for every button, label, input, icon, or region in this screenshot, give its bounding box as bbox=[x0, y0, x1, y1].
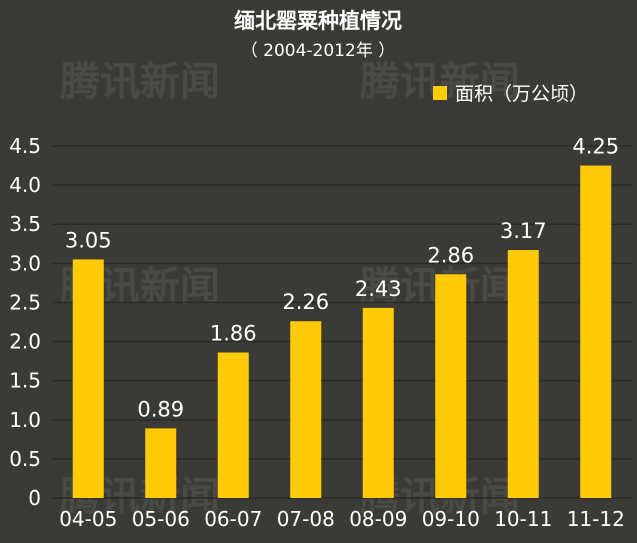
data-label: 0.89 bbox=[137, 397, 184, 421]
bar bbox=[72, 259, 104, 498]
x-tick-label: 10-11 bbox=[494, 507, 552, 531]
legend-label: 面积（万公顷） bbox=[455, 83, 588, 105]
bar bbox=[362, 307, 394, 498]
y-tick-label: 1.5 bbox=[9, 369, 41, 393]
y-tick-label: 4.0 bbox=[9, 173, 41, 197]
grid bbox=[52, 145, 632, 499]
bars bbox=[72, 165, 612, 499]
x-tick-label: 09-10 bbox=[422, 507, 480, 531]
x-axis: 04-05 05-06 06-07 07-08 08-09 09-10 10-11 11-12 bbox=[59, 507, 625, 531]
chart-subtitle: （ 2004-2012年 ） bbox=[241, 41, 395, 61]
y-tick-label: 3.0 bbox=[9, 251, 41, 275]
watermark-text: 腾讯新闻 bbox=[60, 59, 220, 105]
data-label: 2.43 bbox=[355, 277, 402, 301]
x-tick-label: 07-08 bbox=[277, 507, 335, 531]
data-label: 4.25 bbox=[572, 135, 619, 159]
y-tick-label: 4.5 bbox=[9, 134, 41, 158]
x-tick-label: 05-06 bbox=[132, 507, 190, 531]
y-axis: 0 0.5 1.0 1.5 2.0 2.5 3.0 3.5 4.0 4.5 bbox=[9, 134, 41, 510]
bar bbox=[290, 321, 322, 498]
bar bbox=[217, 352, 249, 498]
bar bbox=[145, 428, 177, 498]
bar bbox=[507, 250, 539, 498]
y-tick-label: 3.5 bbox=[9, 212, 41, 236]
x-tick-label: 06-07 bbox=[204, 507, 262, 531]
data-label: 3.05 bbox=[65, 228, 112, 252]
data-labels: 3.05 0.89 1.86 2.26 2.43 2.86 3.17 4.25 bbox=[65, 135, 619, 422]
data-label: 3.17 bbox=[500, 219, 547, 243]
x-tick-label: 11-12 bbox=[567, 507, 625, 531]
bar bbox=[435, 274, 467, 498]
y-tick-label: 2.0 bbox=[9, 330, 41, 354]
data-label: 2.86 bbox=[427, 243, 474, 267]
y-tick-label: 2.5 bbox=[9, 290, 41, 314]
data-label: 1.86 bbox=[210, 322, 257, 346]
y-tick-label: 0.5 bbox=[9, 447, 41, 471]
chart-title: 缅北罂粟种植情况 bbox=[234, 9, 402, 33]
x-tick-label: 08-09 bbox=[349, 507, 407, 531]
x-tick-label: 04-05 bbox=[59, 507, 117, 531]
y-tick-label: 0 bbox=[28, 486, 41, 510]
legend: 面积（万公顷） bbox=[433, 83, 588, 105]
legend-swatch bbox=[433, 86, 447, 100]
bar bbox=[580, 165, 612, 499]
y-tick-label: 1.0 bbox=[9, 408, 41, 432]
data-label: 2.26 bbox=[282, 290, 329, 314]
